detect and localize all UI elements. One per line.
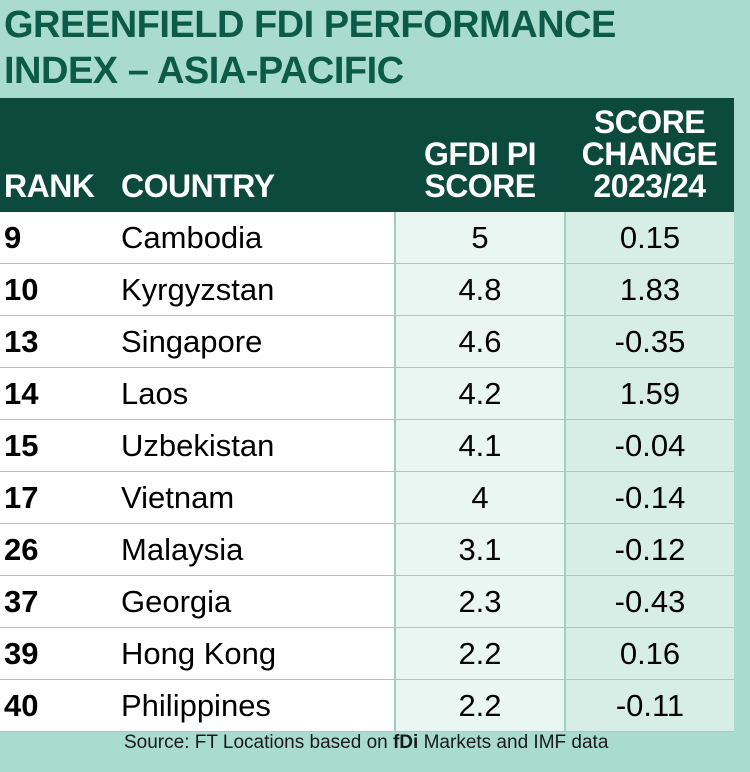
country-cell: Laos	[117, 367, 395, 420]
rank-cell: 14	[0, 367, 117, 420]
table-row: 40 Philippines 2.2 -0.11	[0, 679, 734, 732]
source-suffix: Markets and IMF data	[418, 732, 609, 753]
score-cell: 4.1	[394, 419, 565, 472]
change-cell: 0.15	[564, 212, 734, 264]
header-change-line-1: SCORE	[593, 104, 706, 140]
rank-cell: 39	[0, 627, 117, 680]
rank-cell: 15	[0, 419, 117, 472]
table-row: 9 Cambodia 5 0.15	[0, 212, 734, 264]
title-line-1: GREENFIELD FDI PERFORMANCE	[4, 4, 616, 46]
header-row: RANK COUNTRY GFDI PI SCORE SCORE CHANGE …	[0, 98, 734, 212]
header-score: GFDI PI SCORE	[395, 98, 565, 212]
source-bold: fDi	[392, 732, 419, 753]
table-row: 26 Malaysia 3.1 -0.12	[0, 523, 734, 576]
score-cell: 4.6	[394, 315, 565, 368]
country-cell: Georgia	[117, 575, 395, 628]
country-cell: Hong Kong	[117, 627, 395, 680]
source-prefix: Source: FT Locations based on	[124, 732, 393, 753]
change-cell: -0.11	[564, 679, 734, 732]
score-cell: 3.1	[394, 523, 565, 576]
score-cell: 5	[394, 212, 565, 264]
title-line-2: INDEX – ASIA-PACIFIC	[4, 50, 404, 92]
table-header: RANK COUNTRY GFDI PI SCORE SCORE CHANGE …	[0, 98, 734, 212]
table-row: 14 Laos 4.2 1.59	[0, 367, 734, 420]
header-score-line-2: SCORE	[424, 168, 536, 204]
table-row: 39 Hong Kong 2.2 0.16	[0, 627, 734, 680]
change-cell: 0.16	[564, 627, 734, 680]
table-container: RANK COUNTRY GFDI PI SCORE SCORE CHANGE …	[0, 98, 734, 732]
change-cell: -0.12	[564, 523, 734, 576]
country-cell: Vietnam	[117, 471, 395, 524]
country-cell: Uzbekistan	[117, 419, 395, 472]
rank-cell: 17	[0, 471, 117, 524]
source-note: Source: FT Locations based on fDi Market…	[0, 718, 750, 772]
chart-title: GREENFIELD FDI PERFORMANCE INDEX – ASIA-…	[4, 2, 744, 94]
rank-cell: 9	[0, 212, 117, 264]
score-cell: 2.2	[394, 627, 565, 680]
score-cell: 4	[394, 471, 565, 524]
header-change-line-2: CHANGE	[581, 136, 718, 172]
header-change: SCORE CHANGE 2023/24	[565, 98, 734, 212]
table-row: 15 Uzbekistan 4.1 -0.04	[0, 419, 734, 472]
country-cell: Cambodia	[117, 212, 395, 264]
score-cell: 4.2	[394, 367, 565, 420]
change-cell: 1.59	[564, 367, 734, 420]
change-cell: -0.43	[564, 575, 734, 628]
header-change-line-3: 2023/24	[593, 168, 706, 204]
rank-cell: 10	[0, 263, 117, 316]
table-row: 10 Kyrgyzstan 4.8 1.83	[0, 263, 734, 316]
change-cell: -0.35	[564, 315, 734, 368]
change-cell: -0.04	[564, 419, 734, 472]
rank-cell: 13	[0, 315, 117, 368]
header-score-line-1: GFDI PI	[423, 136, 537, 172]
country-cell: Singapore	[117, 315, 395, 368]
rank-cell: 26	[0, 523, 117, 576]
rank-cell: 37	[0, 575, 117, 628]
table-body: 9 Cambodia 5 0.15 10 Kyrgyzstan 4.8 1.83 13 Singa…	[0, 212, 734, 732]
table-row: 37 Georgia 2.3 -0.43	[0, 575, 734, 628]
rank-cell: 40	[0, 679, 117, 732]
table-row: 13 Singapore 4.6 -0.35	[0, 315, 734, 368]
header-country: COUNTRY	[117, 98, 395, 212]
table-row: 17 Vietnam 4 -0.14	[0, 471, 734, 524]
score-cell: 4.8	[394, 263, 565, 316]
country-cell: Kyrgyzstan	[117, 263, 395, 316]
country-cell: Malaysia	[117, 523, 395, 576]
change-cell: 1.83	[564, 263, 734, 316]
score-cell: 2.2	[394, 679, 565, 732]
data-table: RANK COUNTRY GFDI PI SCORE SCORE CHANGE …	[0, 98, 734, 732]
change-cell: -0.14	[564, 471, 734, 524]
header-rank: RANK	[0, 98, 117, 212]
country-cell: Philippines	[117, 679, 395, 732]
score-cell: 2.3	[394, 575, 565, 628]
